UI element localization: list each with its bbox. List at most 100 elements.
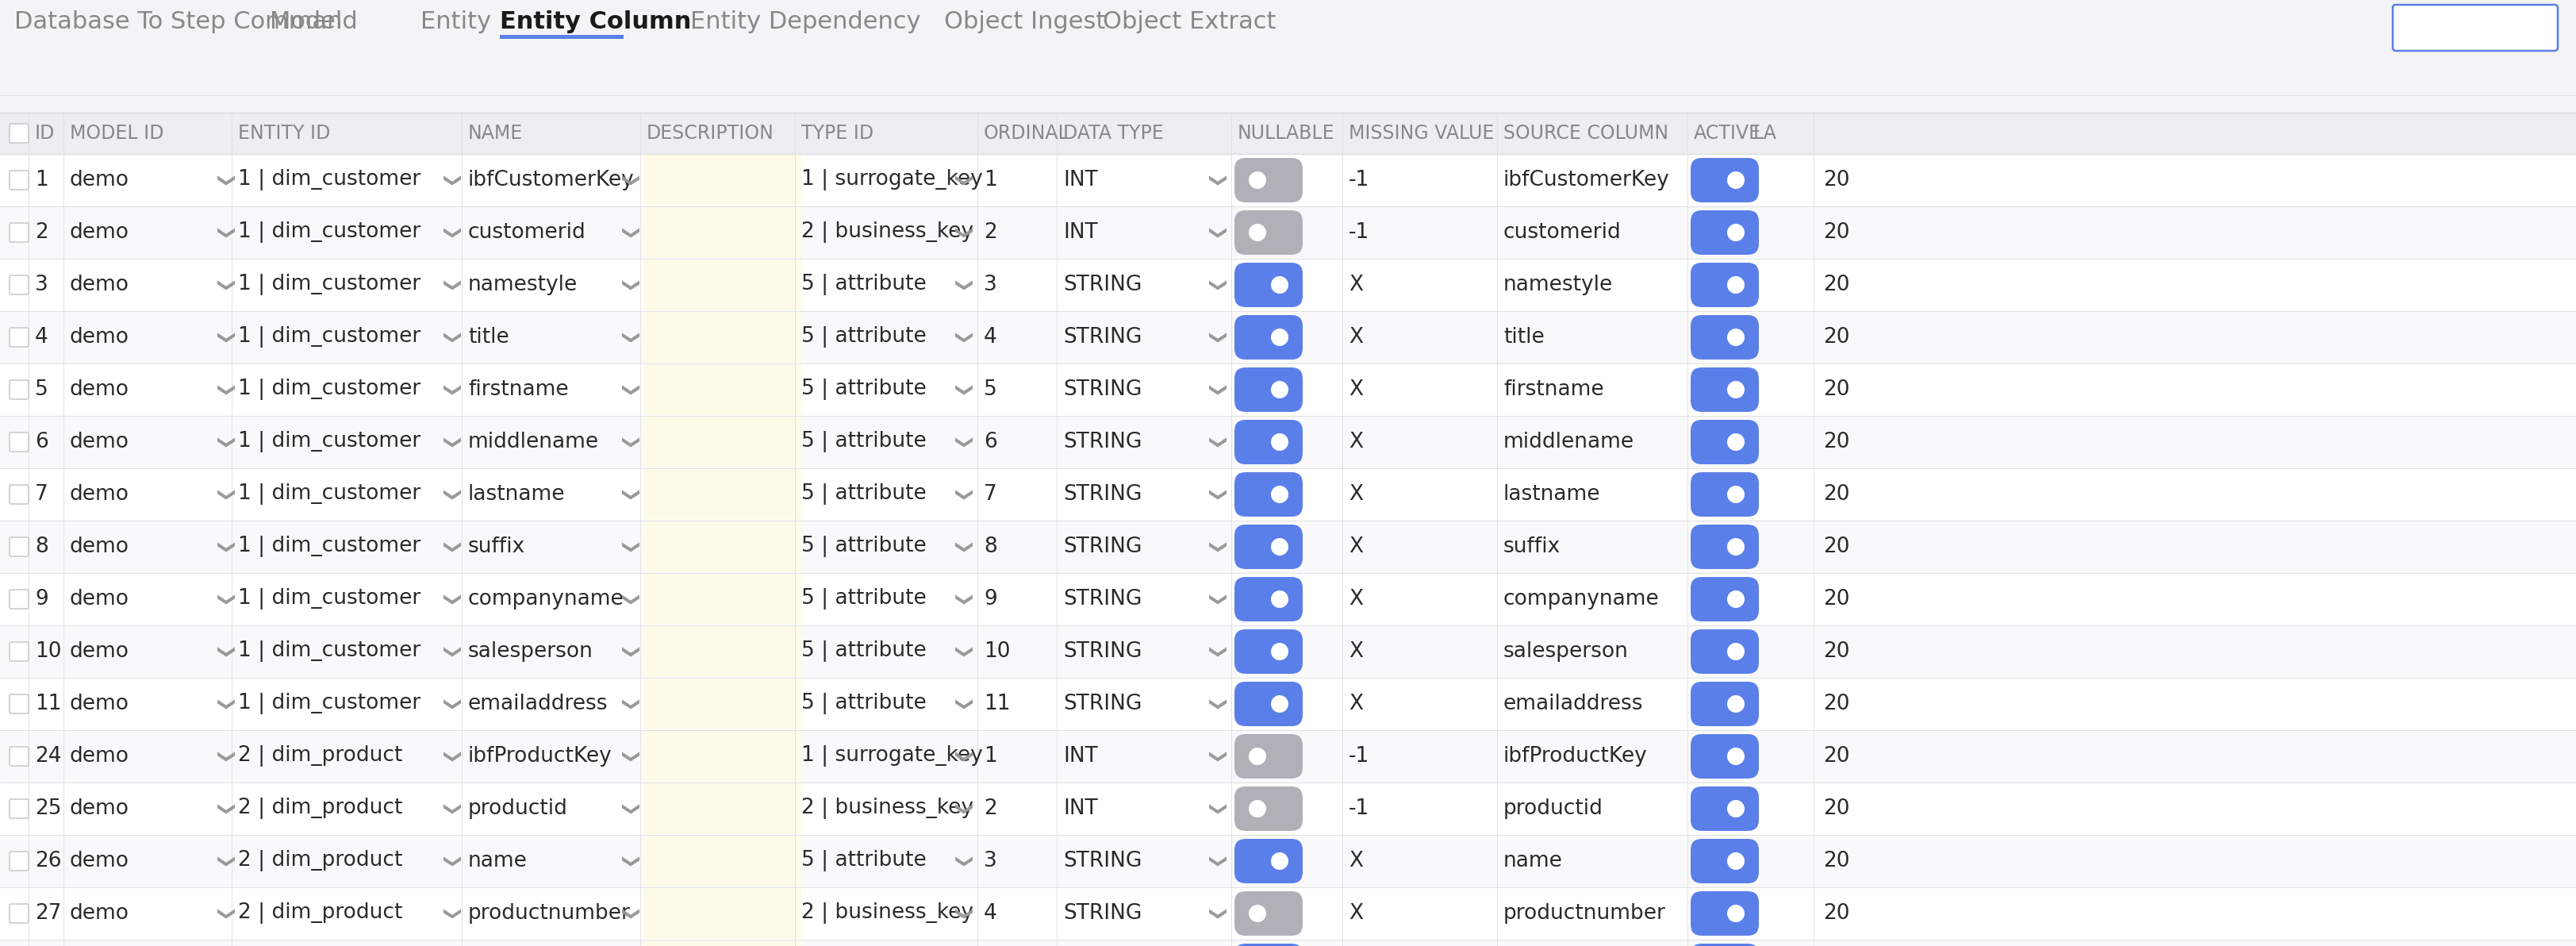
Bar <box>0 835 2576 887</box>
Text: ❯: ❯ <box>440 541 459 556</box>
Text: namestyle: namestyle <box>469 274 577 295</box>
Text: 11: 11 <box>36 693 62 714</box>
Text: ID: ID <box>36 124 54 143</box>
Text: ibfCustomerKey: ibfCustomerKey <box>1502 170 1669 190</box>
Text: productid: productid <box>469 798 567 819</box>
Text: STRING: STRING <box>1064 379 1141 400</box>
Circle shape <box>1726 224 1744 241</box>
Text: 9: 9 <box>36 588 49 609</box>
Text: ❯: ❯ <box>951 331 969 346</box>
Text: ❯: ❯ <box>214 174 232 189</box>
Text: demo: demo <box>70 274 129 295</box>
Text: 1 | surrogate_key: 1 | surrogate_key <box>801 745 981 767</box>
Bar <box>644 783 801 834</box>
Text: ❯: ❯ <box>440 698 459 713</box>
Text: -1: -1 <box>1347 798 1368 819</box>
Text: ❯: ❯ <box>214 803 232 817</box>
Text: STRING: STRING <box>1064 327 1141 347</box>
Circle shape <box>1270 590 1288 608</box>
Bar <box>0 154 2576 206</box>
Text: ❯: ❯ <box>440 331 459 346</box>
Text: 5 | attribute: 5 | attribute <box>801 850 927 872</box>
Text: ❯: ❯ <box>951 698 969 713</box>
Text: ❯: ❯ <box>951 855 969 870</box>
Text: lastname: lastname <box>1502 484 1600 505</box>
Text: ❯: ❯ <box>440 593 459 608</box>
Bar <box>644 155 801 205</box>
Text: suffix: suffix <box>469 536 526 557</box>
Text: ❯: ❯ <box>951 646 969 660</box>
Text: ❯: ❯ <box>440 907 459 922</box>
Text: ❯: ❯ <box>1206 855 1224 870</box>
FancyBboxPatch shape <box>1690 839 1759 884</box>
Text: 10: 10 <box>984 641 1010 662</box>
Circle shape <box>1270 328 1288 346</box>
Text: 1: 1 <box>984 170 997 190</box>
Text: STRING: STRING <box>1064 431 1141 452</box>
Text: 20: 20 <box>1824 641 1850 662</box>
Text: 5: 5 <box>36 379 49 400</box>
Text: ❯: ❯ <box>1206 279 1224 294</box>
Text: ❯: ❯ <box>1206 489 1224 503</box>
Bar <box>644 940 801 946</box>
Circle shape <box>1726 433 1744 451</box>
Text: ibfCustomerKey: ibfCustomerKey <box>469 170 634 190</box>
Text: 1 | dim_customer: 1 | dim_customer <box>237 431 420 453</box>
Text: 20: 20 <box>1824 850 1850 871</box>
Text: ❯: ❯ <box>1206 436 1224 451</box>
FancyBboxPatch shape <box>1234 629 1303 674</box>
Bar <box>644 312 801 362</box>
Bar <box>0 625 2576 677</box>
Text: STRING: STRING <box>1064 588 1141 609</box>
FancyBboxPatch shape <box>10 485 28 504</box>
Text: ❯: ❯ <box>214 489 232 503</box>
Text: ❯: ❯ <box>440 489 459 503</box>
Bar <box>0 468 2576 520</box>
Text: ❯: ❯ <box>1206 907 1224 922</box>
Text: 6: 6 <box>984 431 997 452</box>
Text: demo: demo <box>70 798 129 819</box>
FancyBboxPatch shape <box>10 537 28 556</box>
Text: ❯: ❯ <box>214 907 232 922</box>
Bar <box>644 416 801 467</box>
Text: 20: 20 <box>1824 327 1850 347</box>
FancyBboxPatch shape <box>1690 158 1759 202</box>
FancyBboxPatch shape <box>1234 367 1303 412</box>
Text: ❯: ❯ <box>214 698 232 713</box>
Text: ❯: ❯ <box>440 384 459 398</box>
Text: 8: 8 <box>984 536 997 557</box>
Text: suffix: suffix <box>1502 536 1561 557</box>
Bar <box>0 520 2576 573</box>
FancyBboxPatch shape <box>1690 525 1759 569</box>
Text: 5 | attribute: 5 | attribute <box>801 274 927 295</box>
Text: demo: demo <box>70 903 129 924</box>
Circle shape <box>1726 276 1744 293</box>
FancyBboxPatch shape <box>1690 891 1759 936</box>
FancyBboxPatch shape <box>1690 734 1759 779</box>
Bar <box>644 207 801 258</box>
Text: demo: demo <box>70 693 129 714</box>
Text: 3: 3 <box>984 850 997 871</box>
Text: INT: INT <box>1064 170 1097 190</box>
Text: -1: -1 <box>1347 170 1368 190</box>
Bar <box>0 782 2576 835</box>
Text: 2 | business_key: 2 | business_key <box>801 798 974 819</box>
Text: 5 | attribute: 5 | attribute <box>801 588 927 610</box>
Circle shape <box>1726 800 1744 817</box>
FancyBboxPatch shape <box>1690 786 1759 831</box>
FancyBboxPatch shape <box>10 851 28 870</box>
Text: demo: demo <box>70 170 129 190</box>
FancyBboxPatch shape <box>1234 420 1303 464</box>
Text: X: X <box>1347 903 1363 924</box>
Text: X: X <box>1347 431 1363 452</box>
Text: ❯: ❯ <box>214 384 232 398</box>
Text: STRING: STRING <box>1064 903 1141 924</box>
Text: demo: demo <box>70 536 129 557</box>
Text: ❯: ❯ <box>618 750 636 765</box>
Text: Object Ingest: Object Ingest <box>943 10 1105 34</box>
Text: title: title <box>1502 327 1543 347</box>
Text: ❯: ❯ <box>440 750 459 765</box>
Text: 6: 6 <box>36 431 49 452</box>
Text: ❯: ❯ <box>440 855 459 870</box>
Text: 1 | dim_customer: 1 | dim_customer <box>237 483 420 505</box>
